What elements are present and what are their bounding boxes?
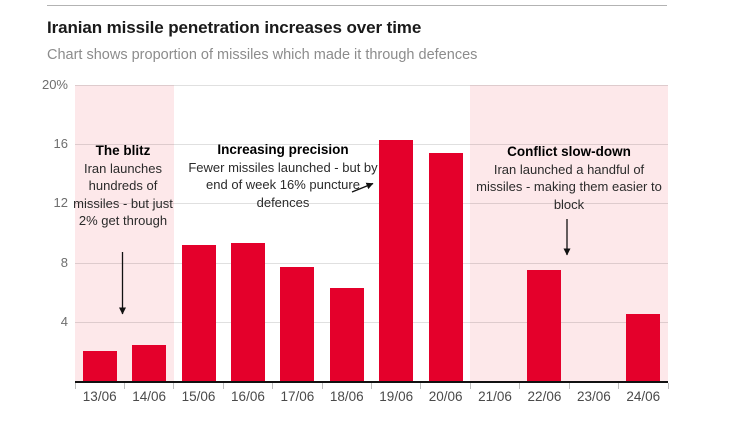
x-axis-label-21-06: 21/06 — [478, 389, 512, 404]
x-axis-label-23-06: 23/06 — [576, 389, 611, 404]
bar-22-06 — [527, 270, 562, 381]
bar-18-06 — [329, 287, 364, 381]
x-axis-label-13-06: 13/06 — [82, 389, 117, 404]
x-axis-tick-3 — [222, 383, 224, 389]
bar-19-06 — [379, 139, 414, 381]
gridline-4 — [75, 321, 668, 323]
gridline-16 — [75, 144, 668, 146]
x-axis-tick-5 — [321, 383, 323, 389]
bar-16-06 — [230, 243, 265, 381]
annotation-precision-body: Fewer missiles launched - but by end of … — [188, 159, 378, 210]
x-axis-tick-12 — [667, 383, 669, 389]
x-axis-label-19-06: 19/06 — [379, 389, 414, 404]
x-axis-tick-1 — [123, 383, 125, 389]
x-axis-label-15-06: 15/06 — [181, 389, 216, 404]
bar-24-06 — [626, 314, 661, 381]
top-rule — [47, 5, 667, 6]
annotation-slowdown: Conflict slow-down Iran launched a handf… — [474, 143, 664, 213]
x-axis-label-16-06: 16/06 — [231, 389, 265, 404]
page-title: Iranian missile penetration increases ov… — [47, 18, 422, 37]
y-axis-label-8: 8 — [60, 254, 68, 270]
bar-13-06 — [82, 351, 117, 381]
annotation-blitz: The blitz Iran launches hundreds of miss… — [71, 142, 175, 230]
x-axis-tick-7 — [420, 383, 422, 389]
y-axis-label-4: 4 — [60, 313, 68, 329]
bar-20-06 — [428, 153, 463, 381]
x-axis-tick-0 — [74, 383, 76, 389]
y-axis-label-20: 20% — [41, 77, 68, 92]
x-axis-label-24-06: 24/06 — [626, 389, 661, 404]
annotation-blitz-title: The blitz — [95, 143, 151, 158]
x-axis-label-20-06: 20/06 — [428, 389, 463, 404]
y-axis-label-12: 12 — [53, 195, 68, 211]
x-axis-tick-11 — [618, 383, 620, 389]
x-axis-tick-9 — [519, 383, 521, 389]
bar-17-06 — [280, 267, 315, 381]
annotation-precision: Increasing precision Fewer missiles laun… — [188, 141, 378, 211]
annotation-slowdown-title: Conflict slow-down — [507, 144, 631, 159]
x-axis-label-22-06: 22/06 — [527, 389, 562, 404]
bar-14-06 — [132, 345, 167, 381]
plot-area — [75, 85, 668, 383]
x-axis-tick-4 — [272, 383, 274, 389]
gridline-12 — [75, 203, 668, 205]
annotation-slowdown-body: Iran launched a handful of missiles - ma… — [476, 161, 662, 212]
x-axis-tick-8 — [469, 383, 471, 389]
x-axis-tick-6 — [371, 383, 372, 389]
chart-subtitle: Chart shows proportion of missiles which… — [47, 47, 478, 63]
x-axis-tick-2 — [173, 383, 175, 389]
gridline-20 — [75, 85, 668, 86]
x-axis-label-14-06: 14/06 — [132, 389, 166, 404]
x-axis-tick-10 — [568, 383, 570, 389]
x-axis-label-17-06: 17/06 — [280, 389, 315, 404]
highlight-band-0 — [75, 85, 174, 381]
y-axis-label-16: 16 — [53, 136, 68, 152]
bar-15-06 — [181, 244, 216, 381]
gridline-8 — [75, 262, 668, 264]
x-axis-label-18-06: 18/06 — [329, 389, 364, 404]
annotation-blitz-body: Iran launches hundreds of missiles - but… — [73, 160, 173, 229]
annotation-precision-title: Increasing precision — [217, 142, 349, 157]
